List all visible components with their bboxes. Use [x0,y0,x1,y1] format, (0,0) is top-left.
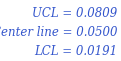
Text: Center line = 0.0500: Center line = 0.0500 [0,26,117,39]
Text: LCL = 0.0191: LCL = 0.0191 [34,45,117,58]
Text: UCL = 0.0809: UCL = 0.0809 [32,7,117,20]
